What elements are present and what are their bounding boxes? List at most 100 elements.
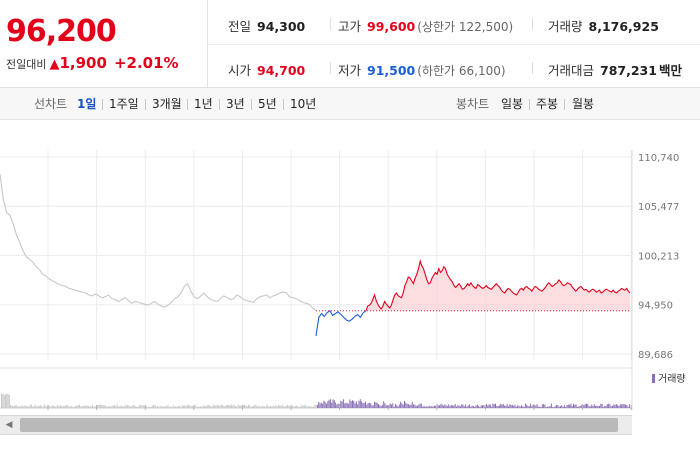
volume-bar (153, 404, 155, 408)
volume-bar (275, 405, 277, 408)
volume-bar (622, 404, 624, 408)
volume-bar (168, 406, 170, 408)
volume-bar (601, 403, 603, 408)
volume-bar (199, 406, 201, 408)
volume-bar (1, 393, 2, 408)
volume-bar (450, 404, 452, 408)
volume-bar (379, 405, 381, 408)
volume-bar (392, 403, 394, 408)
volume-bar (185, 406, 187, 408)
volume-bar (76, 405, 78, 408)
volume-bar (578, 406, 580, 408)
volume-bar (66, 405, 67, 408)
volume-bar (354, 403, 356, 408)
tab-1day[interactable]: 1일 (77, 97, 97, 111)
volume-bar (459, 406, 461, 408)
volume-bar (487, 405, 489, 408)
volume-bar (544, 404, 546, 408)
volume-bar (428, 405, 430, 408)
volume-bar (64, 406, 66, 408)
volume-bar (85, 404, 87, 408)
volume-bar (531, 406, 533, 408)
stat-label: 거래량 (548, 19, 583, 34)
volume-bar (506, 404, 508, 408)
volume-bar (368, 402, 370, 408)
volume-bar (93, 406, 95, 408)
volume-bar (297, 406, 299, 408)
volume-bar (599, 405, 600, 408)
volume-bar (600, 403, 602, 408)
volume-bar (142, 404, 144, 408)
tab-3months[interactable]: 3개월 (152, 97, 182, 111)
volume-bar (287, 404, 288, 408)
volume-bar (189, 405, 191, 408)
volume-bar (79, 404, 80, 408)
volume-bar (316, 404, 318, 408)
volume-bar (224, 405, 226, 408)
stat-value: 91,500 (367, 63, 416, 78)
tab-weekly-candle[interactable]: 주봉 (536, 97, 559, 111)
change-value: 1,900 (59, 54, 107, 72)
volume-bar (164, 406, 166, 408)
volume-bar (495, 403, 496, 408)
volume-bar (571, 405, 573, 408)
volume-bar (556, 405, 558, 408)
volume-bar (470, 406, 472, 408)
volume-bar (202, 405, 204, 408)
volume-bar (441, 404, 443, 408)
volume-bar (346, 403, 348, 408)
change-percent: +2.01% (113, 54, 179, 72)
volume-bar (335, 402, 337, 408)
volume-bar (521, 405, 522, 408)
tab-10years[interactable]: 10년 (290, 97, 317, 111)
stat-open: 시가 94,700 (228, 60, 305, 79)
scrollbar-thumb[interactable] (20, 418, 618, 432)
tab-1week[interactable]: 1주일 (109, 97, 139, 111)
volume-bar (62, 406, 64, 408)
volume-bar (244, 405, 246, 408)
tab-daily-candle[interactable]: 일봉 (501, 97, 524, 111)
chart-scrollbar[interactable]: ◀ (0, 415, 632, 435)
volume-bar (514, 404, 516, 408)
volume-bar (375, 402, 377, 408)
volume-bar (372, 405, 374, 408)
volume-bar (340, 400, 342, 408)
volume-bar (306, 406, 308, 408)
volume-bar (557, 404, 559, 408)
tab-3years[interactable]: 3년 (226, 97, 245, 111)
volume-bar (21, 405, 23, 408)
volume-bar (589, 406, 591, 408)
divider (187, 99, 188, 110)
volume-bar (432, 406, 434, 408)
divider (532, 62, 533, 74)
volume-bar (261, 406, 262, 408)
tab-1year[interactable]: 1년 (194, 97, 213, 111)
volume-bar (621, 404, 623, 408)
volume-bar (134, 406, 136, 408)
volume-bar (205, 406, 207, 408)
volume-bar (560, 406, 561, 408)
volume-bar (565, 406, 567, 408)
stat-volume: 거래량 8,176,925 (548, 16, 659, 35)
volume-bar (483, 405, 485, 408)
volume-bar (435, 405, 437, 408)
volume-bar (97, 404, 99, 408)
volume-bar (133, 404, 135, 408)
volume-bar (341, 401, 343, 408)
volume-bar (172, 405, 174, 408)
volume-bar (253, 405, 255, 408)
volume-bar (380, 406, 382, 408)
volume-bar (28, 406, 30, 408)
volume-bar (157, 405, 158, 408)
volume-bar (124, 404, 126, 408)
tab-5years[interactable]: 5년 (258, 97, 277, 111)
scroll-left-icon[interactable]: ◀ (5, 420, 13, 430)
volume-bar (345, 402, 347, 408)
volume-bar (595, 405, 597, 408)
volume-bar (294, 406, 296, 408)
volume-bar (210, 405, 212, 408)
tab-monthly-candle[interactable]: 월봉 (572, 97, 595, 111)
volume-bar (361, 401, 363, 408)
volume-bar (502, 404, 504, 408)
volume-bar (396, 405, 398, 408)
